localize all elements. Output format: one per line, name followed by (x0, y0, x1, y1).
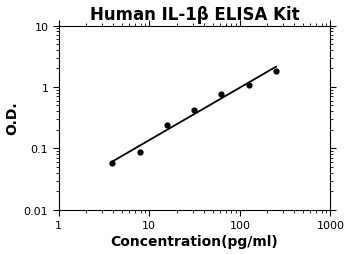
Point (164, 123, 170, 128)
Point (219, 92, 224, 96)
Point (273, 69, 279, 73)
Point (137, 150, 142, 154)
Point (246, 84, 251, 88)
Point (110, 161, 115, 165)
Point (191, 109, 197, 113)
Title: Human IL-1β ELISA Kit: Human IL-1β ELISA Kit (90, 6, 299, 23)
X-axis label: Concentration(pg/ml): Concentration(pg/ml) (111, 234, 279, 248)
Y-axis label: O.D.: O.D. (6, 101, 20, 135)
